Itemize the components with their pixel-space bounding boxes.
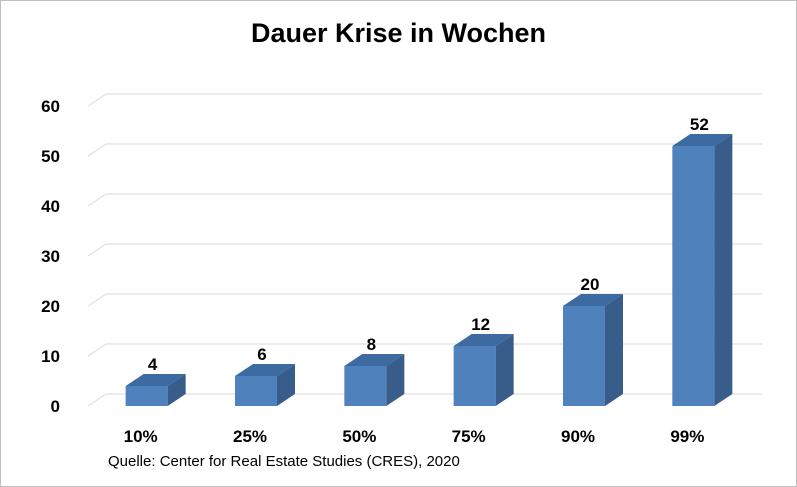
bar: 52: [672, 115, 733, 406]
x-tick-label: 99%: [670, 427, 704, 446]
x-tick-label: 75%: [452, 427, 486, 446]
y-tick-label: 60: [41, 97, 60, 116]
chart-title: Dauer Krise in Wochen: [250, 18, 547, 48]
bar-top: [453, 334, 514, 346]
bar-side: [167, 374, 186, 406]
bar: 8: [344, 335, 405, 406]
data-label: 12: [471, 315, 490, 334]
x-tick-label: 25%: [233, 427, 267, 446]
bar-front: [344, 366, 387, 406]
bar: 4: [125, 355, 186, 406]
gridline-diagonal: [87, 293, 107, 307]
gridline-diagonal: [87, 143, 107, 157]
x-tick-label: 10%: [124, 427, 158, 446]
data-label: 20: [581, 275, 600, 294]
y-axis-ticks: 0 10 20 30 40 50 60: [41, 97, 60, 416]
bar-side: [714, 134, 733, 406]
bar-side: [495, 334, 514, 406]
bar-side: [605, 294, 623, 406]
x-tick-label: 90%: [561, 427, 595, 446]
gridline-diagonal: [87, 393, 107, 407]
bar-top: [672, 134, 733, 146]
data-label: 8: [367, 335, 376, 354]
y-tick-label: 10: [41, 347, 60, 366]
bar-front: [235, 376, 277, 406]
source-note: Quelle: Center for Real Estate Studies (…: [108, 453, 460, 470]
category-labels: 10% 25% 50% 75% 90% 99%: [124, 427, 705, 446]
bars: 4 6 8 12 20 52: [125, 115, 733, 406]
data-label: 52: [690, 115, 709, 134]
bar: 6: [235, 345, 295, 406]
bar-side: [277, 364, 295, 406]
bar-top: [125, 374, 186, 386]
bar-front: [672, 146, 715, 406]
gridline-diagonal: [87, 343, 107, 357]
data-label: 6: [257, 345, 266, 364]
bar-top: [235, 364, 295, 376]
bar: 20: [563, 275, 623, 406]
bar-top: [563, 294, 623, 306]
bar-side: [386, 354, 405, 406]
y-tick-label: 40: [41, 197, 60, 216]
bar-front: [563, 306, 605, 406]
bar: 12: [453, 315, 514, 406]
y-tick-label: 20: [41, 297, 60, 316]
y-tick-label: 0: [51, 397, 60, 416]
bar-top: [344, 354, 405, 366]
gridlines: [87, 93, 762, 407]
bar-front: [125, 386, 168, 406]
x-tick-label: 50%: [342, 427, 376, 446]
gridline-diagonal: [87, 93, 107, 107]
y-tick-label: 50: [41, 147, 60, 166]
gridline-diagonal: [87, 193, 107, 207]
bar-front: [453, 346, 496, 406]
gridline-diagonal: [87, 243, 107, 257]
y-tick-label: 30: [41, 247, 60, 266]
data-label: 4: [148, 355, 158, 374]
